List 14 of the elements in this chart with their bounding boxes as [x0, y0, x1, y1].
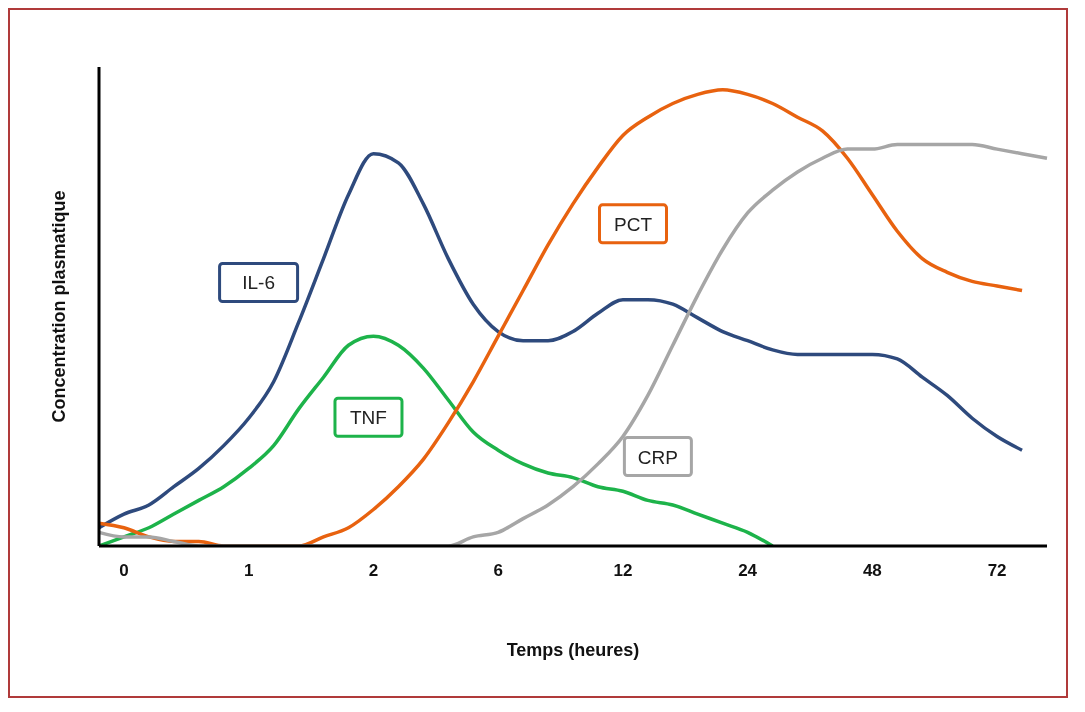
series-label: CRP — [637, 446, 678, 468]
x-tick-label: 6 — [493, 561, 503, 581]
x-tick-label: 24 — [738, 561, 758, 581]
x-tick-label: 0 — [119, 561, 129, 581]
x-tick-label: 2 — [368, 561, 379, 581]
text: PCT — [614, 213, 653, 235]
x-tick-label: 1 — [243, 561, 254, 581]
y-axis-title: Concentration plasmatique — [49, 190, 70, 423]
x-tick-label: 48 — [862, 561, 882, 581]
x-axis-title: Temps (heures) — [506, 640, 640, 660]
x-tick-label: 72 — [987, 561, 1007, 581]
series-label: IL-6 — [242, 272, 275, 294]
x-tick-label: 12 — [613, 561, 633, 581]
text: TNF — [350, 407, 387, 429]
